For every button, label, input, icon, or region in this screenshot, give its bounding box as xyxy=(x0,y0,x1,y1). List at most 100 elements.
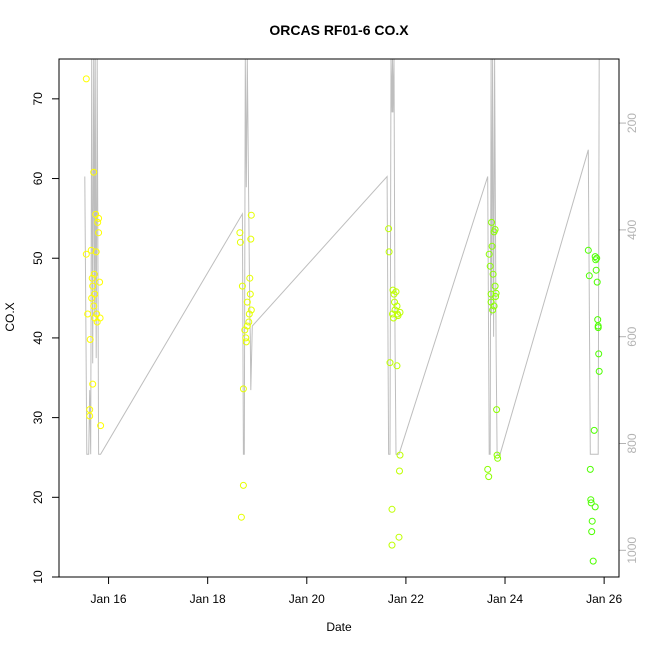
data-point-series-4 xyxy=(484,465,492,473)
data-point-series-2 xyxy=(236,238,244,246)
data-point-series-3 xyxy=(386,359,394,367)
data-point-series-4 xyxy=(492,289,500,297)
data-point-series-2 xyxy=(243,298,251,306)
data-point-series-3 xyxy=(396,308,404,316)
data-point-series-4 xyxy=(490,302,498,310)
data-point-series-1 xyxy=(90,302,98,310)
data-point-series-4 xyxy=(491,226,499,233)
data-point-series-1 xyxy=(88,274,96,282)
y2-tick-label: 600 xyxy=(625,326,639,346)
data-point-series-5 xyxy=(589,557,597,565)
y2-tick-label: 1000 xyxy=(625,537,639,564)
data-point-series-1 xyxy=(82,250,90,258)
data-point-series-2 xyxy=(242,334,250,342)
data-point-series-1 xyxy=(95,229,103,237)
data-point-series-5 xyxy=(591,503,599,511)
data-point-series-3 xyxy=(385,225,393,233)
data-point-series-5 xyxy=(587,499,595,507)
data-point-series-5 xyxy=(595,367,603,375)
axes: Jan 16 Jan 18 Jan 20 Jan 22 Jan 24 Jan 26 10 20… xyxy=(31,92,639,606)
data-point-series-5 xyxy=(588,517,596,525)
x-tick-label: Jan 24 xyxy=(487,592,523,606)
data-point-series-4 xyxy=(494,454,502,462)
data-point-series-4 xyxy=(488,218,496,226)
data-point-series-3 xyxy=(396,467,403,475)
y-tick-label: 70 xyxy=(31,92,45,106)
data-point-series-5 xyxy=(590,426,598,434)
data-point-series-1 xyxy=(96,314,104,322)
data-point-series-5 xyxy=(587,496,595,504)
data-point-series-1 xyxy=(86,412,94,420)
y-tick-label: 60 xyxy=(31,172,45,186)
y-tick-label: 40 xyxy=(31,331,45,345)
data-point-series-4 xyxy=(485,250,493,258)
y2-tick-label: 200 xyxy=(625,113,639,133)
data-point-series-5 xyxy=(586,465,594,473)
data-point-series-3 xyxy=(388,541,396,549)
data-point-series-2 xyxy=(236,229,244,237)
data-point-series-5 xyxy=(585,272,593,280)
data-point-series-4 xyxy=(485,473,493,481)
data-point-series-4 xyxy=(491,282,499,290)
data-point-series-1 xyxy=(94,218,102,226)
altitude-track xyxy=(84,58,600,455)
data-point-series-4 xyxy=(493,406,501,414)
data-point-series-3 xyxy=(396,451,404,459)
data-point-series-1 xyxy=(90,168,98,176)
data-point-series-3 xyxy=(388,505,396,513)
data-point-series-2 xyxy=(242,338,250,346)
data-point-series-3 xyxy=(385,248,393,256)
data-point-series-3 xyxy=(393,302,401,310)
data-point-series-2 xyxy=(238,282,246,290)
y-tick-label: 10 xyxy=(31,570,45,584)
x-tick-label: Jan 22 xyxy=(388,592,424,606)
data-point-series-2 xyxy=(239,481,247,489)
data-point-series-2 xyxy=(239,385,247,393)
data-point-series-2 xyxy=(245,318,253,326)
data-point-series-1 xyxy=(95,214,103,222)
data-point-series-4 xyxy=(492,293,500,300)
altitude-line xyxy=(84,58,600,455)
x-tick-label: Jan 26 xyxy=(586,592,622,606)
x-tick-label: Jan 18 xyxy=(190,592,226,606)
data-point-series-1 xyxy=(84,310,92,318)
data-point-series-5 xyxy=(584,246,592,254)
data-point-series-3 xyxy=(392,288,400,296)
y-tick-label: 20 xyxy=(31,490,45,504)
data-point-series-1 xyxy=(90,270,98,278)
data-point-series-2 xyxy=(246,290,254,298)
data-point-series-1 xyxy=(87,246,95,254)
chart-title: ORCAS RF01-6 CO.X xyxy=(269,22,409,38)
y-axis-label: CO.X xyxy=(3,302,17,331)
data-point-series-1 xyxy=(82,75,90,83)
data-point-series-1 xyxy=(89,282,97,290)
data-point-series-1 xyxy=(92,248,100,256)
y2-tick-label: 400 xyxy=(625,220,639,240)
data-point-series-2 xyxy=(247,235,255,243)
data-point-series-1 xyxy=(97,422,105,430)
data-point-series-1 xyxy=(89,380,97,388)
x-tick-label: Jan 20 xyxy=(289,592,325,606)
data-point-series-2 xyxy=(237,513,245,521)
data-point-series-4 xyxy=(493,451,501,459)
data-point-series-2 xyxy=(246,274,254,282)
y-tick-label: 30 xyxy=(31,411,45,425)
data-point-series-2 xyxy=(247,211,255,219)
data-point-series-1 xyxy=(88,294,96,302)
data-point-series-4 xyxy=(489,306,497,314)
data-point-series-1 xyxy=(93,310,101,318)
data-point-series-2 xyxy=(243,322,251,330)
data-point-series-5 xyxy=(594,316,602,324)
data-point-series-5 xyxy=(592,256,600,264)
data-point-series-4 xyxy=(486,262,494,270)
plot-frame xyxy=(58,58,620,578)
x-tick-label: Jan 16 xyxy=(91,592,127,606)
data-point-series-5 xyxy=(593,278,601,286)
data-point-series-4 xyxy=(488,242,496,250)
data-point-series-4 xyxy=(489,270,497,278)
data-points xyxy=(82,75,603,565)
data-point-series-2 xyxy=(245,310,253,318)
data-point-series-3 xyxy=(395,533,403,541)
data-point-series-2 xyxy=(247,306,255,314)
data-point-series-1 xyxy=(91,290,99,298)
